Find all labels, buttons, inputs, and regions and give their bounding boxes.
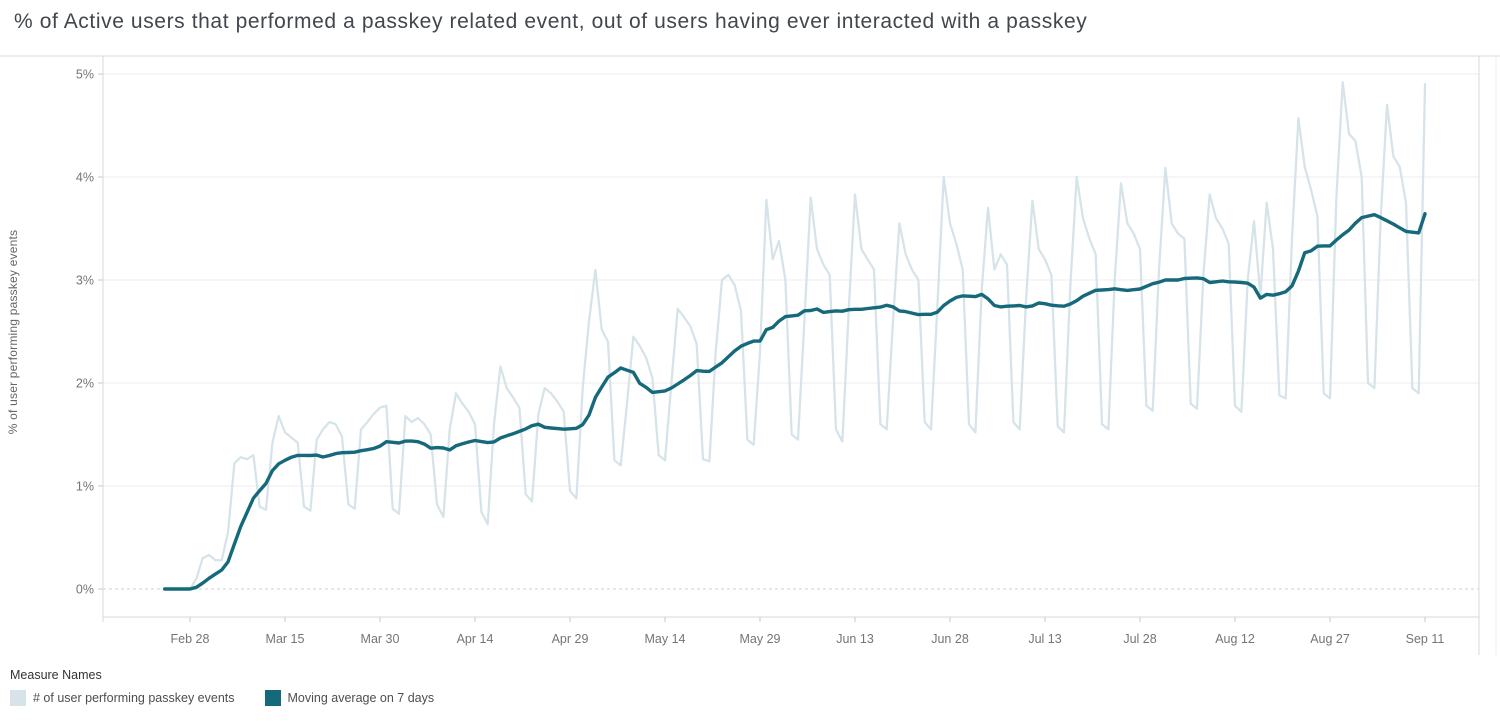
y-tick-label: 3% [76, 274, 94, 288]
y-tick-label: 4% [76, 171, 94, 185]
chart-title: % of Active users that performed a passk… [14, 10, 1088, 33]
y-tick-label: 0% [76, 583, 94, 597]
x-tick-label: Mar 30 [361, 632, 400, 646]
legend-item-label: Moving average on 7 days [287, 691, 435, 705]
x-tick-label: May 29 [740, 632, 781, 646]
daily-series-swatch[interactable] [10, 690, 26, 706]
y-tick-label: 1% [76, 480, 94, 494]
x-tick-label: Jul 13 [1028, 632, 1061, 646]
x-tick-label: Jun 28 [931, 632, 969, 646]
x-tick-label: May 14 [645, 632, 686, 646]
x-tick-label: Apr 29 [552, 632, 589, 646]
moving-average-line[interactable] [162, 212, 1427, 591]
x-tick-label: Feb 28 [171, 632, 210, 646]
x-tick-label: Jul 28 [1123, 632, 1156, 646]
legend-item-daily[interactable]: # of user performing passkey events [10, 690, 235, 706]
x-tick-label: Apr 14 [457, 632, 494, 646]
x-tick-label: Sep 11 [1406, 632, 1445, 646]
legend-items: # of user performing passkey events Movi… [10, 690, 456, 706]
x-tick-label: Mar 15 [266, 632, 305, 646]
x-tick-label: Aug 12 [1215, 632, 1255, 646]
plot-area[interactable]: 0% 1% 2% 3% 4% 5% Feb 28 Mar 15 Mar 30 Apr 14 Apr … [0, 0, 1500, 660]
daily-series-line[interactable] [163, 81, 1427, 591]
legend-item-moving-average[interactable]: Moving average on 7 days [264, 690, 435, 706]
legend-title: Measure Names [10, 668, 102, 682]
legend: Measure Names # of user performing passk… [10, 668, 456, 706]
y-tick-label: 5% [76, 68, 94, 82]
legend-item-label: # of user performing passkey events [33, 691, 235, 705]
x-tick-label: Jun 13 [836, 632, 874, 646]
y-tick-label: 2% [76, 377, 94, 391]
x-tick-label: Aug 27 [1310, 632, 1350, 646]
moving-average-swatch[interactable] [264, 690, 281, 706]
